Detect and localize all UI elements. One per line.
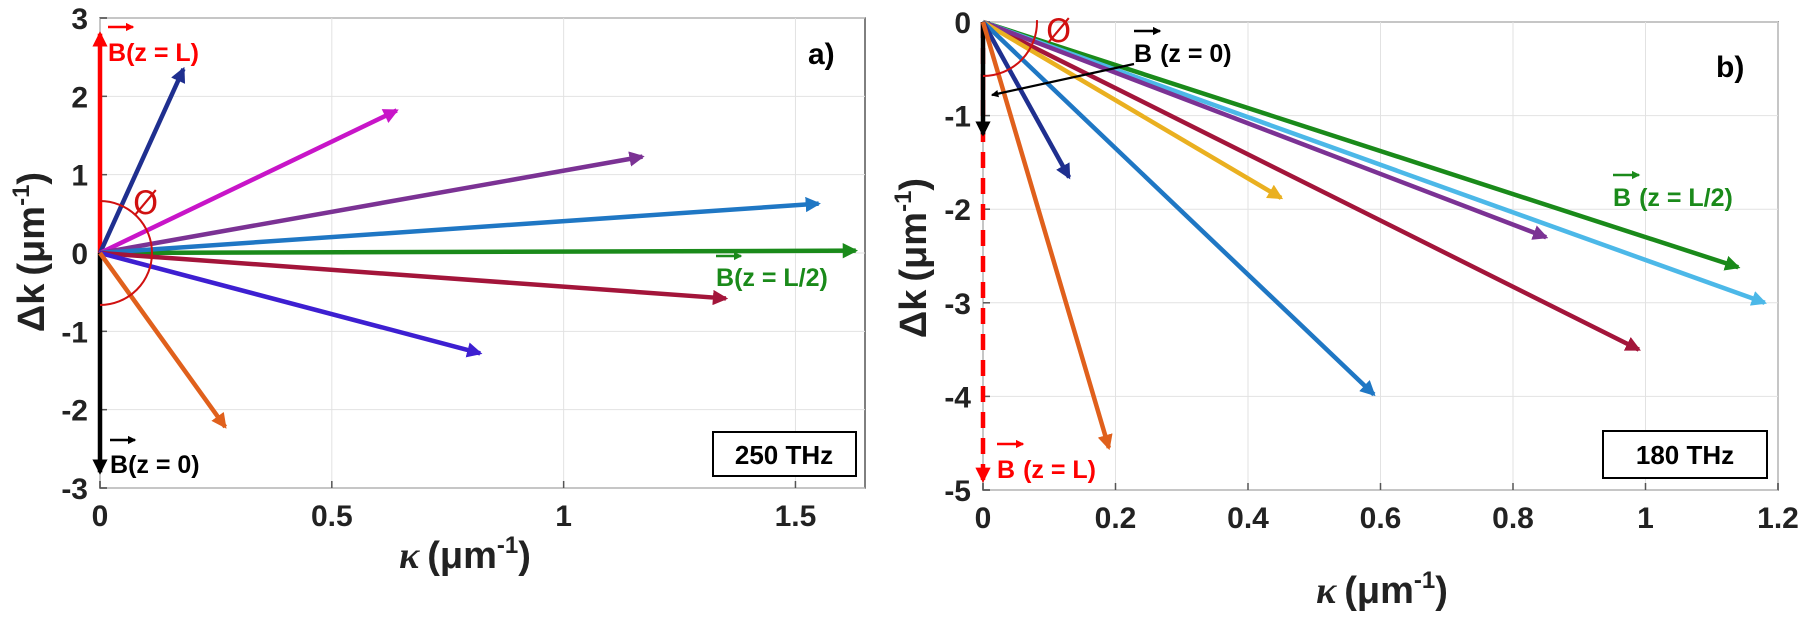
panel-b-y-axis-label: Δk(μm-1) [890,178,935,338]
panel-b-letter: b) [1716,51,1744,84]
panel-a-x-tick-label: 1 [555,500,572,533]
panel-a-vector-magenta [99,108,399,256]
panel-b-annotation-bottom: B (z = L) [997,456,1096,484]
panel-b-x-tick-label: 0.6 [1360,502,1402,535]
panel-b: 0 0.2 0.4 0.6 0.8 1 1.2-5-4-3-2-10 Ø B (z = 0) … [890,7,1799,612]
panel-a-y-tick-label: 3 [71,3,88,36]
panel-b-angle-arc [982,20,1038,77]
panel-a-series [92,31,859,475]
panel-b-y-tick-label: -5 [944,475,971,508]
panel-b-x-axis-label: κ (μm-1) [1316,567,1448,612]
panel-a-annotation-mid: B(z = L/2) [716,264,828,292]
panel-b-annotation-top: B (z = 0) [1134,40,1232,68]
panel-a-vector-blue [99,196,821,256]
panel-b-vector-blue [981,20,1376,397]
panel-a: 0 0.5 1 1.5 -3 -2 -1 0 1 2 3 Ø B(z = L) B(z = 0) B… [8,3,866,577]
panel-a-annotation-bottom: B(z = 0) [110,451,200,479]
panel-a-annotation-top: B(z = L) [108,39,199,67]
panel-b-x-tick-label: 1.2 [1757,502,1799,535]
panel-a-frequency-box [712,431,857,477]
panel-b-ticks: 0 0.2 0.4 0.6 0.8 1 1.2 -5 -4 -3 -2 -1 0 [944,7,1799,535]
panel-b-y-tick-label: -3 [944,288,971,321]
panel-a-vector-purple [99,151,645,256]
panel-b-x-tick-label: 0.8 [1492,502,1534,535]
panel-b-x-tick-label: 1 [1637,502,1654,535]
panel-b-frequency-box [1602,430,1768,479]
panel-a-vector-violet [99,250,483,358]
panel-b-phi-label: Ø [1046,12,1071,50]
panel-b-annotation-top-pointer [990,62,1135,98]
panel-b-y-tick-label: -4 [944,381,971,414]
panel-a-y-tick-label: 2 [71,81,88,114]
panel-b-vector-b-z-l-2 [982,19,1741,271]
panel-a-phi-label: Ø [133,184,158,222]
panel-b-y-tick-label: -2 [944,194,971,227]
panel-b-y-tick-label: 0 [954,7,971,40]
panel-a-y-tick-label: 0 [71,238,88,271]
panel-a-y-tick-label: 1 [71,160,88,193]
panel-b-x-tick-label: 0.2 [1095,502,1137,535]
panel-a-letter: a) [808,38,835,71]
panel-b-vector-navy [981,20,1072,180]
panel-a-vector-navy [97,66,186,254]
panel-a-y-tick-label: -2 [61,395,88,428]
panel-a-x-axis-label: κ (μm-1) [399,532,531,577]
panel-a-x-tick-label: 0 [92,500,109,533]
panel-b-vector-crimson [981,19,1641,352]
panel-a-angle-arc [99,200,153,306]
panel-a-ticks: 0 0.5 1 1.5 -3 -2 -1 0 1 2 3 [61,3,816,533]
panel-a-vector-crimson [99,250,729,306]
panel-a-y-tick-label: -1 [61,316,88,349]
panel-b-annotation-mid: B (z = L/2) [1613,184,1733,212]
panel-b-frequency-label: 180 THz [1636,440,1734,470]
panel-a-x-tick-label: 1.5 [775,500,817,533]
panel-a-vector-orange [98,251,228,429]
panel-a-frequency-label: 250 THz [735,440,833,470]
panel-a-x-tick-label: 0.5 [311,500,353,533]
panel-a-y-tick-label: -3 [61,473,88,506]
panel-b-x-tick-label: 0.4 [1227,502,1269,535]
panel-a-vector-b-z-l-2 [99,243,859,259]
panel-b-x-tick-label: 0 [975,502,992,535]
panel-b-y-tick-label: -1 [944,101,971,134]
panel-b-vector-yellow [981,20,1284,200]
panel-b-vector-purple [982,19,1549,240]
panel-a-y-axis-label: Δk(μm-1) [8,172,53,332]
